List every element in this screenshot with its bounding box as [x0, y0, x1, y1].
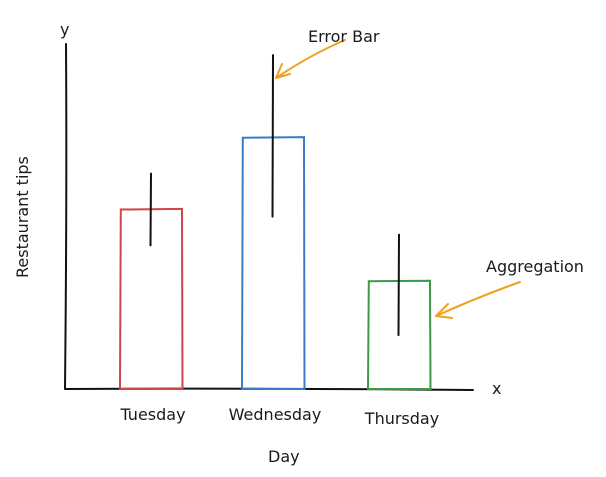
annotation-error-bar: Error Bar: [275, 27, 380, 79]
error-bar-annotation-text: Error Bar: [308, 27, 380, 46]
aggregation-annotation-text: Aggregation: [486, 257, 584, 276]
y-axis-marker: y: [60, 20, 69, 39]
axes: [64, 43, 474, 391]
y-axis-label: Restaurant tips: [13, 156, 32, 278]
error-bar-tuesday: [149, 172, 152, 247]
x-tick-label-wednesday: Wednesday: [229, 405, 322, 424]
x-tick-label-tuesday: Tuesday: [119, 405, 185, 424]
x-axis-marker: x: [492, 379, 501, 398]
bars-layer: [118, 136, 432, 390]
bar-wednesday: [240, 136, 306, 390]
aggregation-arrow: [435, 281, 521, 319]
bar-thursday: [366, 279, 432, 390]
annotation-aggregation: Aggregation: [435, 257, 584, 319]
bar-tuesday: [118, 207, 184, 390]
error-bar-thursday: [397, 233, 400, 337]
error-bar-wednesday: [271, 54, 274, 218]
error-bar-arrow: [275, 39, 346, 79]
x-tick-label-thursday: Thursday: [364, 409, 439, 428]
error-bars-layer: [149, 54, 400, 337]
y-axis-line: [64, 43, 68, 389]
tick-labels-layer: Tuesday Wednesday Thursday: [119, 405, 439, 428]
x-axis-label: Day: [268, 447, 300, 466]
